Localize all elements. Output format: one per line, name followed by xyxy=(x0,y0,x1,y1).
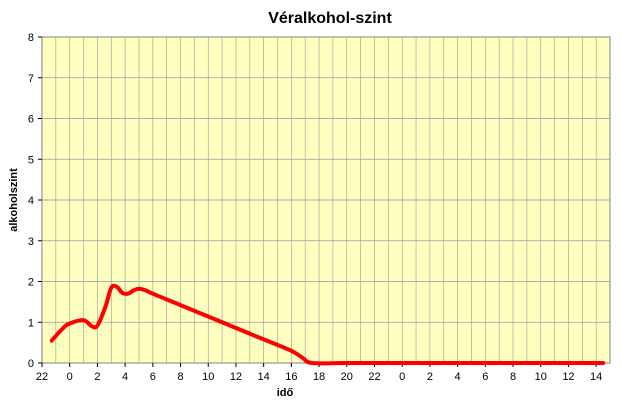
x-tick-label: 6 xyxy=(150,371,156,383)
chart-title: Véralkohol-szint xyxy=(268,10,392,27)
x-tick-label: 10 xyxy=(202,371,214,383)
x-tick-label: 12 xyxy=(230,371,242,383)
y-axis-ticks: 0 1 2 3 4 5 6 7 8 xyxy=(28,32,42,370)
x-tick-label: 0 xyxy=(67,371,73,383)
x-tick-label: 10 xyxy=(535,371,547,383)
x-tick-label: 14 xyxy=(258,371,270,383)
x-tick-label: 8 xyxy=(510,371,516,383)
grid-layer xyxy=(42,37,610,363)
x-tick-label: 16 xyxy=(285,371,297,383)
x-tick-label: 2 xyxy=(94,371,100,383)
x-tick-label: 20 xyxy=(341,371,353,383)
series-line xyxy=(49,283,606,366)
y-tick-label: 2 xyxy=(28,277,34,289)
x-tick-label: 0 xyxy=(399,371,405,383)
x-tick-label: 14 xyxy=(590,371,602,383)
y-tick-label: 7 xyxy=(28,73,34,85)
x-axis-label: idő xyxy=(277,387,294,399)
y-tick-label: 8 xyxy=(28,32,34,44)
y-tick-label: 1 xyxy=(28,317,34,329)
x-tick-label: 2 xyxy=(427,371,433,383)
y-tick-label: 3 xyxy=(28,236,34,248)
x-tick-label: 18 xyxy=(313,371,325,383)
y-axis-label: alkoholszint xyxy=(8,168,20,232)
x-tick-label: 6 xyxy=(482,371,488,383)
y-tick-label: 6 xyxy=(28,114,34,126)
x-axis-ticks: 22 0 2 4 6 8 10 12 14 16 18 20 22 0 2 4 6 8 10 12 14 xyxy=(36,363,602,383)
x-tick-label: 4 xyxy=(455,371,461,383)
y-tick-label: 5 xyxy=(28,154,34,166)
x-tick-label: 8 xyxy=(177,371,183,383)
x-tick-label: 4 xyxy=(122,371,128,383)
x-tick-label: 22 xyxy=(36,371,48,383)
x-tick-label: 22 xyxy=(368,371,380,383)
x-tick-label: 12 xyxy=(562,371,574,383)
y-tick-label: 4 xyxy=(28,195,34,207)
y-tick-label: 0 xyxy=(28,358,34,370)
